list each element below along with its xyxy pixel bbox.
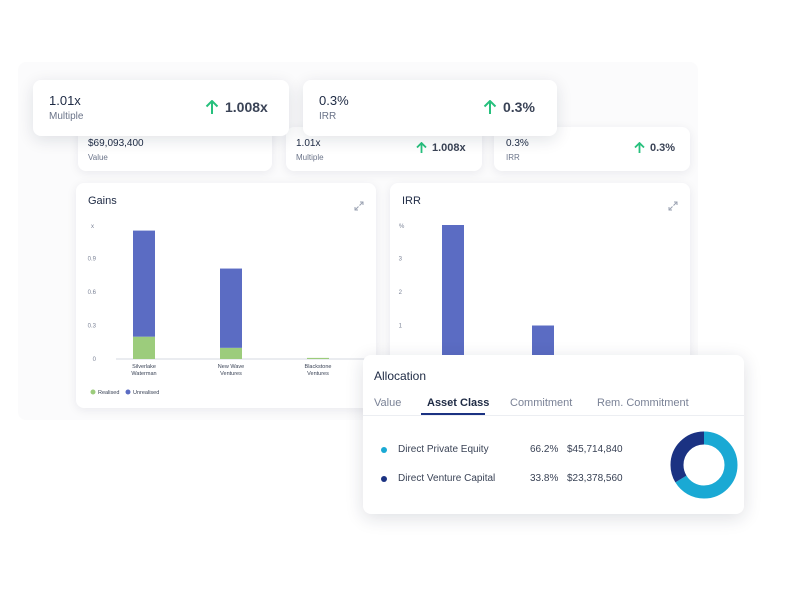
donut-slice: [670, 431, 738, 499]
bar-unrealised: [220, 268, 242, 348]
kpi-card-multiple: 1.01x Multiple 1.008x: [33, 80, 289, 136]
arrow-up-icon: [416, 142, 427, 153]
gains-chart-card: Gains x 0 0.3 0.6 0.9 Silverlake Waterman New W…: [76, 183, 376, 408]
arrow-up-icon: [205, 99, 219, 114]
legend-marker: [90, 389, 96, 395]
irr-chart: % 1 2 3: [399, 224, 554, 359]
y-tick-label: 0: [93, 357, 97, 363]
kpi-label: IRR: [319, 111, 337, 122]
kpi-change-value: 1.008x: [432, 142, 466, 154]
x-tick-label: Silverlake Waterman: [131, 364, 156, 377]
allocation-title: Allocation: [374, 369, 427, 383]
arrow-up-icon: [634, 142, 645, 153]
bar: [532, 325, 554, 359]
kpi-change-value: 0.3%: [650, 142, 676, 154]
y-tick-label: 0.3: [88, 324, 97, 330]
tab-commitment[interactable]: Commitment: [510, 397, 573, 409]
allocation-amount: $23,378,560: [567, 473, 623, 484]
kpi-label: Value: [88, 153, 108, 162]
allocation-card: Allocation Value Asset Class Commitment …: [363, 355, 744, 514]
kpi-change: 1.008x: [205, 99, 268, 115]
kpi-label: IRR: [506, 153, 520, 162]
allocation-name: Direct Venture Capital: [398, 473, 496, 484]
arrow-up-icon: [483, 99, 497, 114]
allocation-name: Direct Private Equity: [398, 444, 489, 455]
bar-realised: [307, 357, 329, 359]
kpi-label: Multiple: [296, 153, 324, 162]
kpi-change: 1.008x: [416, 142, 466, 154]
kpi-change: 0.3%: [483, 99, 535, 115]
kpi-change-value: 0.3%: [503, 99, 535, 115]
tab-value[interactable]: Value: [374, 397, 402, 409]
y-axis-unit-label: %: [399, 224, 405, 230]
kpi-value: $69,093,400: [88, 138, 144, 149]
legend-marker: [125, 389, 131, 395]
gains-chart: x 0 0.3 0.6 0.9 Silverlake Waterman New Wave Ven…: [88, 224, 368, 396]
expand-icon[interactable]: [668, 201, 678, 211]
legend-dot: [381, 447, 387, 453]
y-tick-label: 2: [399, 290, 403, 296]
allocation-percent: 33.8%: [530, 473, 559, 484]
allocation-percent: 66.2%: [530, 444, 559, 455]
active-tab-underline: [421, 413, 485, 415]
tab-rem-commitment[interactable]: Rem. Commitment: [597, 397, 689, 409]
y-tick-label: 3: [399, 257, 403, 263]
bar-realised: [133, 336, 155, 359]
kpi-value: 1.01x: [49, 93, 81, 108]
kpi-value: 1.01x: [296, 138, 321, 149]
tab-divider: [363, 415, 744, 416]
bar: [442, 225, 464, 359]
kpi-change: 0.3%: [634, 142, 675, 154]
legend-label: Unrealised: [133, 390, 159, 396]
bar-unrealised: [133, 230, 155, 337]
allocation-donut-chart: [670, 431, 738, 499]
x-tick-label: Blackstone Ventures: [305, 364, 332, 377]
y-tick-label: 0.6: [88, 290, 97, 296]
kpi-card-irr-back: 0.3% IRR 0.3%: [494, 127, 690, 171]
y-tick-label: 1: [399, 324, 403, 330]
legend-label: Realised: [98, 390, 119, 396]
chart-title: Gains: [88, 195, 117, 207]
y-axis-unit-label: x: [91, 224, 94, 230]
tab-asset-class[interactable]: Asset Class: [427, 397, 490, 409]
allocation-amount: $45,714,840: [567, 444, 623, 455]
kpi-value: 0.3%: [319, 93, 349, 108]
x-tick-label: New Wave Ventures: [218, 364, 244, 377]
list-item: Direct Venture Capital 33.8% $23,378,560: [381, 473, 631, 487]
chart-title: IRR: [402, 195, 421, 207]
bar-realised: [220, 347, 242, 359]
kpi-card-irr: 0.3% IRR 0.3%: [303, 80, 557, 136]
expand-icon[interactable]: [354, 201, 364, 211]
y-tick-label: 0.9: [88, 257, 97, 263]
kpi-value: 0.3%: [506, 138, 529, 149]
kpi-change-value: 1.008x: [225, 99, 268, 115]
kpi-label: Multiple: [49, 111, 84, 122]
list-item: Direct Private Equity 66.2% $45,714,840: [381, 444, 631, 458]
legend-dot: [381, 476, 387, 482]
